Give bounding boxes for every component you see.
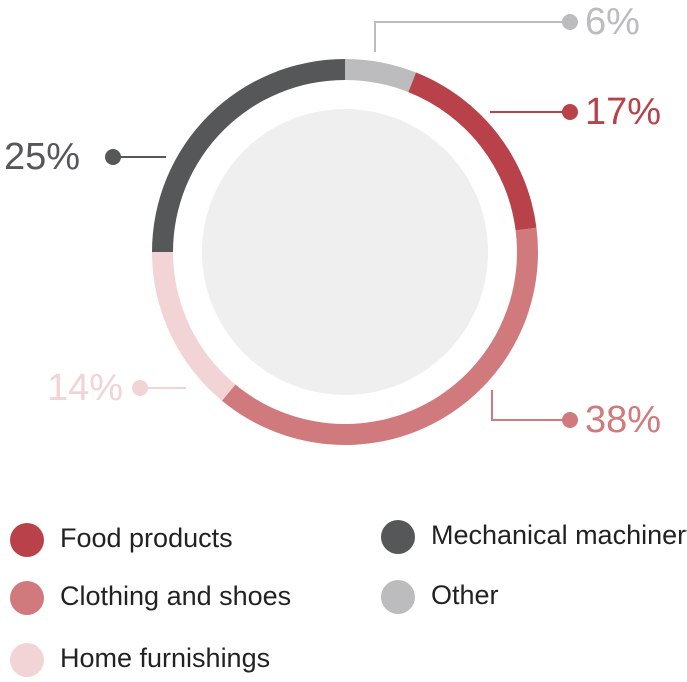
leader-line xyxy=(374,21,570,52)
legend-swatch xyxy=(10,581,44,615)
leader-dot xyxy=(562,412,578,428)
legend-swatch xyxy=(10,523,44,557)
legend-label: Home furnishings xyxy=(60,643,270,673)
legend-swatch xyxy=(381,520,415,554)
donut-segment xyxy=(345,59,417,93)
legend-label: Mechanical machinery xyxy=(431,520,687,550)
legend-swatch xyxy=(10,643,44,677)
legend-label: Clothing and shoes xyxy=(60,581,291,611)
value-label: 38% xyxy=(585,399,661,441)
legend-label: Food products xyxy=(60,523,233,553)
legend-swatch xyxy=(381,580,415,614)
donut-center xyxy=(202,109,488,395)
leader-dot xyxy=(562,14,578,30)
donut-segment xyxy=(221,227,538,445)
value-label: 25% xyxy=(4,136,80,178)
value-label: 6% xyxy=(585,1,640,43)
legend-label: Other xyxy=(431,580,499,610)
leader-line xyxy=(491,390,570,421)
leader-dot xyxy=(105,149,121,165)
value-label: 14% xyxy=(47,367,123,409)
donut-segment xyxy=(152,252,236,401)
leader-dot xyxy=(562,104,578,120)
donut-segment xyxy=(152,59,345,252)
donut-segment xyxy=(408,72,537,231)
value-label: 17% xyxy=(585,91,661,133)
leader-dot xyxy=(132,380,148,396)
